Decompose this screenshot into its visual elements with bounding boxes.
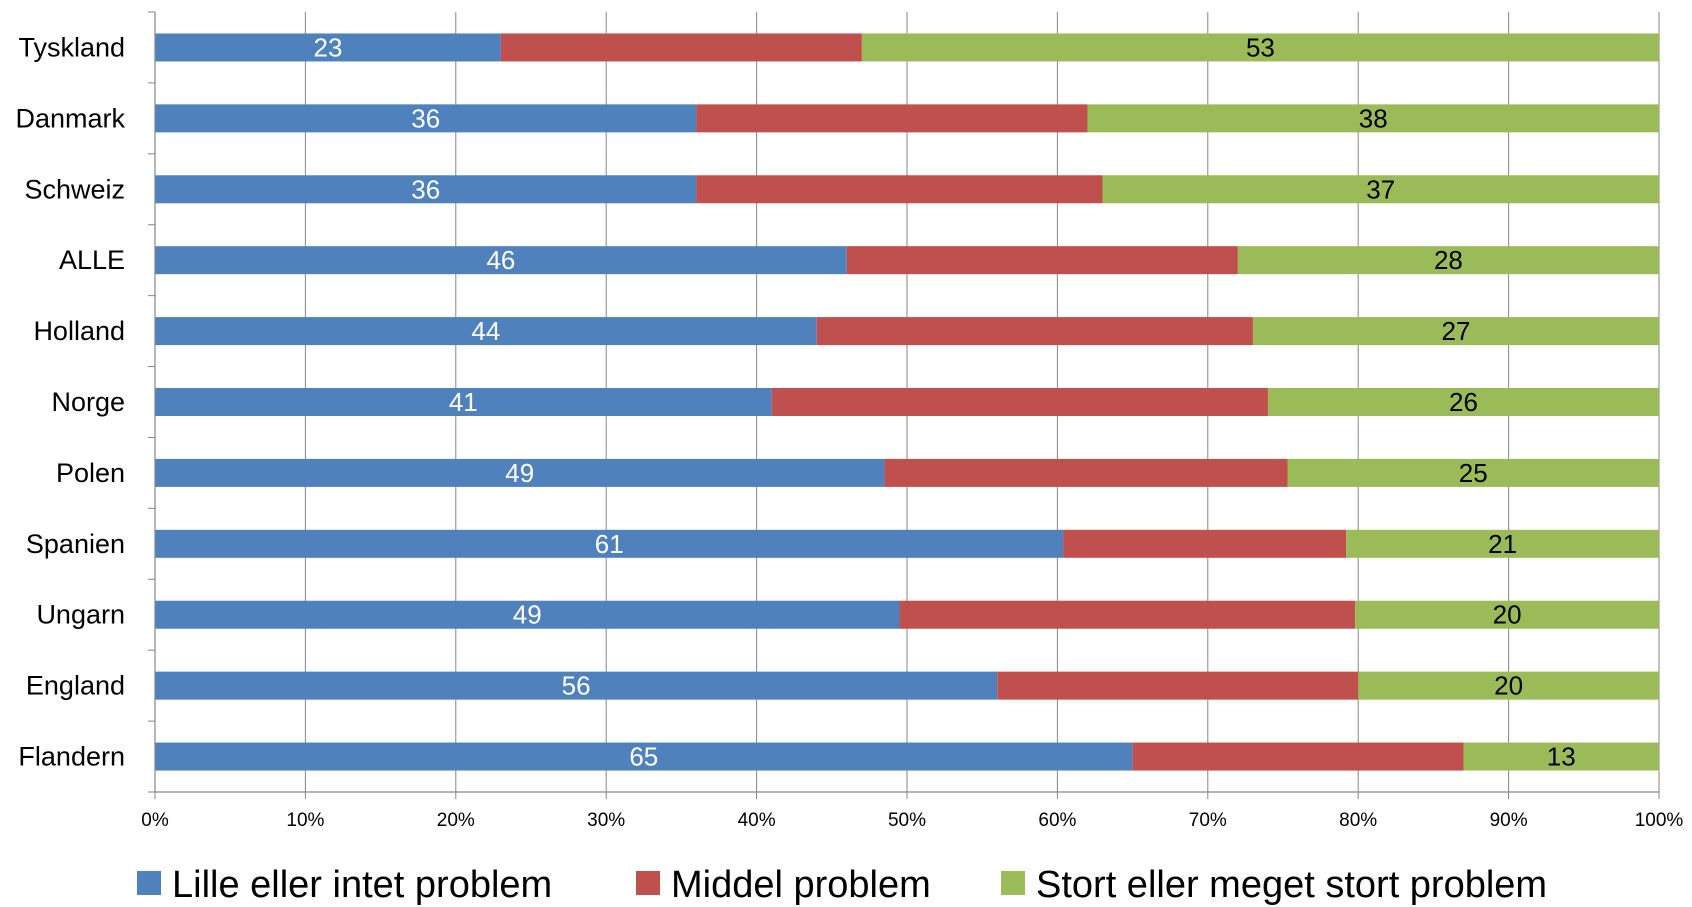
bar-segment (861, 33, 1659, 62)
legend-label: Middel problem (671, 864, 931, 906)
bar-segment (1463, 742, 1659, 771)
bar-segment (1252, 317, 1659, 346)
data-label: 26 (1449, 387, 1478, 417)
category-label: Ungarn (36, 600, 125, 630)
bar-segment (997, 671, 1359, 700)
bar-segment (500, 33, 862, 62)
bar-segment (155, 33, 501, 62)
data-label: 36 (411, 174, 440, 204)
bar-segment (846, 246, 1238, 275)
bar-segment (1358, 671, 1659, 700)
bar-segment (155, 742, 1133, 771)
category-label: Danmark (15, 103, 125, 133)
bar-segment (1102, 175, 1659, 204)
data-label: 41 (449, 387, 478, 417)
data-label: 23 (313, 32, 342, 62)
bar-segment (155, 600, 900, 629)
x-tick-label: 30% (587, 810, 625, 831)
data-label: 53 (1246, 32, 1275, 62)
bar-segment (155, 317, 817, 346)
data-label: 27 (1441, 316, 1470, 346)
data-label: 46 (486, 245, 515, 275)
data-label: 65 (629, 742, 658, 772)
data-label: 38 (1359, 103, 1388, 133)
x-tick-label: 10% (286, 810, 324, 831)
category-label: ALLE (59, 245, 125, 275)
bar-segment (816, 317, 1253, 346)
bar-segment (155, 175, 697, 204)
category-label: Norge (51, 387, 125, 417)
data-label: 61 (595, 529, 624, 559)
bar-segment (899, 600, 1356, 629)
x-tick-label: 90% (1490, 810, 1528, 831)
data-label: 49 (513, 600, 542, 630)
bar-segment (771, 388, 1268, 416)
x-tick-label: 60% (1038, 810, 1076, 831)
data-label: 49 (505, 458, 534, 488)
x-tick-label: 20% (437, 810, 475, 831)
bar-segment (155, 104, 697, 133)
x-tick-label: 40% (738, 810, 776, 831)
x-tick-label: 100% (1635, 810, 1684, 831)
category-label: England (26, 671, 125, 701)
category-label: Tyskland (18, 32, 125, 62)
axes: 0% 10% 20% 30% 40% 50% 60% 70% 80% 90% 100% (141, 11, 1684, 831)
legend-swatch (636, 871, 660, 895)
data-label: 37 (1366, 174, 1395, 204)
bar-segment (1087, 104, 1659, 133)
data-label: 44 (471, 316, 500, 346)
bar-segment (1287, 458, 1659, 487)
bar-segment (1355, 600, 1659, 629)
data-label: 36 (411, 103, 440, 133)
data-label: 21 (1488, 529, 1517, 559)
x-tick-label: 50% (888, 810, 926, 831)
bar-segment (884, 458, 1288, 487)
legend-label: Stort eller meget stort problem (1036, 864, 1547, 906)
data-labels: Tyskland 23 53 Danmark 36 38 Schweiz 36 37 ALLE 46… (15, 32, 1575, 771)
data-label: 13 (1547, 742, 1576, 772)
category-label: Flandern (18, 742, 125, 772)
legend-label: Lille eller intet problem (172, 864, 552, 906)
bar-segment (155, 458, 885, 487)
x-tick-label: 70% (1189, 810, 1227, 831)
data-label: 28 (1434, 245, 1463, 275)
category-label: Holland (33, 316, 125, 346)
bar-segment (1132, 742, 1464, 771)
data-label: 25 (1459, 458, 1488, 488)
bar-segment (696, 175, 1103, 204)
bar-segment (155, 671, 998, 700)
data-label: 56 (562, 671, 591, 701)
bars (155, 33, 1659, 771)
bar-segment (696, 104, 1088, 133)
category-label: Polen (56, 458, 125, 488)
category-label: Spanien (26, 529, 125, 559)
x-tick-label: 80% (1339, 810, 1377, 831)
bar-segment (1063, 529, 1347, 558)
data-label: 20 (1493, 600, 1522, 630)
bar-segment (155, 246, 847, 275)
bar-segment (1267, 388, 1659, 416)
bar-segment (1237, 246, 1659, 275)
data-label: 20 (1494, 671, 1523, 701)
bar-segment (155, 529, 1064, 558)
legend-swatch (137, 871, 161, 895)
x-tick-label: 0% (141, 810, 169, 831)
category-label: Schweiz (24, 174, 125, 204)
bar-segment (1346, 529, 1659, 558)
legend: Lille eller intet problem Middel problem S… (137, 864, 1547, 906)
bar-segment (155, 388, 772, 416)
legend-swatch (1001, 871, 1025, 895)
